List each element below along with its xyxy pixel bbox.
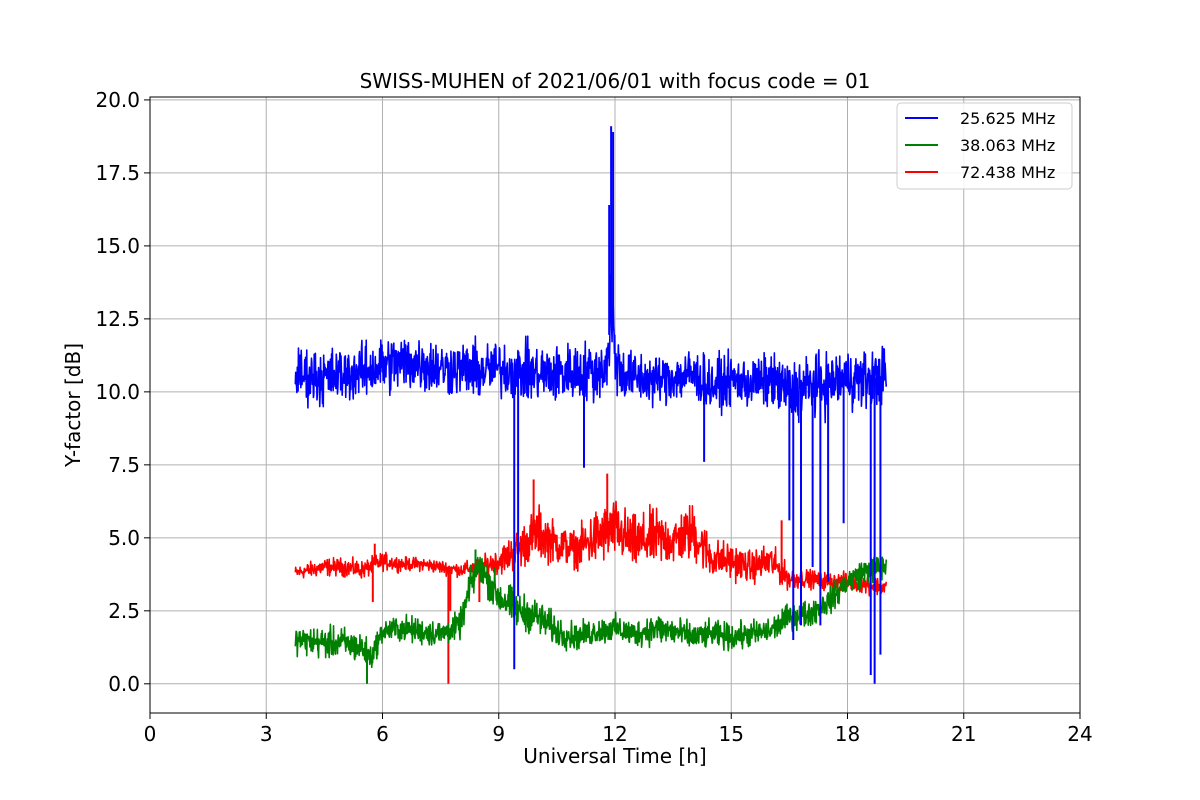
series-2 (294, 473, 888, 684)
series-line (294, 556, 888, 669)
x-tick-label: 6 (376, 722, 389, 746)
chart-title: SWISS-MUHEN of 2021/06/01 with focus cod… (360, 69, 871, 93)
x-tick-label: 3 (260, 722, 273, 746)
x-axis-label: Universal Time [h] (523, 744, 706, 768)
legend-label: 25.625 MHz (960, 109, 1055, 128)
series-0 (294, 126, 888, 684)
y-tick-label: 20.0 (95, 88, 140, 112)
x-tick-label: 9 (492, 722, 505, 746)
y-tick-label: 0.0 (108, 672, 140, 696)
x-tick-label: 24 (1067, 722, 1092, 746)
legend-label: 38.063 MHz (960, 136, 1055, 155)
legend: 25.625 MHz 38.063 MHz 72.438 MHz (896, 102, 1073, 190)
plot-area (294, 126, 888, 684)
series-line (294, 271, 888, 424)
y-tick-label: 12.5 (95, 307, 140, 331)
y-tick-label: 7.5 (108, 453, 140, 477)
grid (149, 97, 1081, 713)
series-line (294, 500, 888, 597)
x-tick-label: 21 (951, 722, 976, 746)
x-tick-label: 18 (835, 722, 860, 746)
ticks: 0 3 6 9 12 15 18 21 24 0.0 2.5 5.0 7.5 10.0 12.5 15.0 17… (95, 88, 1092, 746)
legend-label: 72.438 MHz (960, 163, 1055, 182)
y-tick-label: 2.5 (108, 599, 140, 623)
y-tick-label: 10.0 (95, 380, 140, 404)
x-tick-label: 0 (144, 722, 157, 746)
y-tick-label: 17.5 (95, 161, 140, 185)
series-layer (294, 126, 888, 684)
y-tick-label: 15.0 (95, 234, 140, 258)
x-tick-label: 12 (602, 722, 627, 746)
y-tick-label: 5.0 (108, 526, 140, 550)
legend-box (896, 102, 1073, 190)
x-tick-label: 15 (719, 722, 744, 746)
y-axis-label: Y-factor [dB] (61, 343, 85, 468)
